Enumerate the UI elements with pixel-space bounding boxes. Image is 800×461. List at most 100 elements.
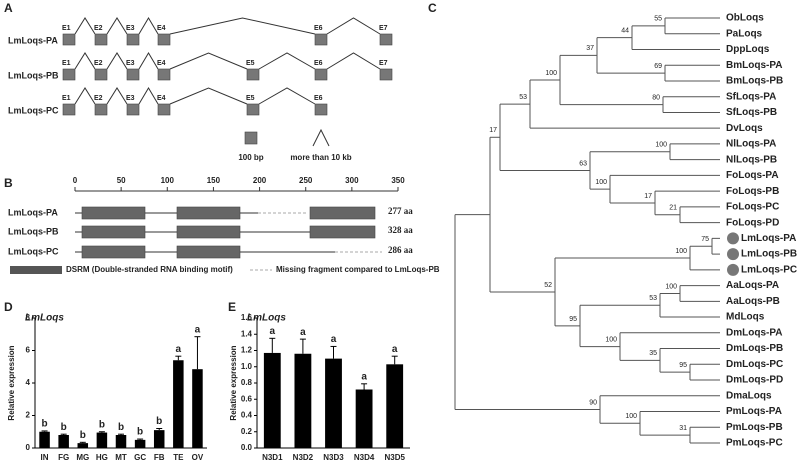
y-tick-label: 0.8	[241, 378, 253, 387]
leaf-label: DmLoqs-PC	[726, 359, 783, 370]
bar	[386, 364, 404, 448]
scale-box	[244, 131, 258, 145]
transcript-label: LmLoqs-PC	[8, 105, 59, 115]
support-value: 53	[649, 295, 657, 302]
highlight-dot	[727, 263, 739, 276]
exon	[379, 33, 393, 46]
exon	[246, 68, 260, 81]
leaf-label: SfLoqs-PB	[726, 107, 777, 118]
y-tick-label: 0.2	[241, 427, 253, 436]
support-value: 75	[701, 236, 709, 243]
y-tick-label: 1.4	[241, 329, 253, 338]
exon	[126, 103, 140, 116]
dsrm-domain	[309, 206, 376, 220]
leaf-label: NlLoqs-PB	[726, 154, 777, 165]
bar	[294, 353, 312, 448]
x-tick-label: N3D3	[323, 453, 344, 461]
intron	[138, 52, 159, 70]
y-axis-label: Relative expression	[229, 345, 238, 420]
significance-label: b	[80, 430, 86, 441]
support-value: 35	[649, 350, 657, 357]
exon	[314, 103, 328, 116]
intron	[74, 52, 96, 70]
y-tick-label: 8	[26, 313, 31, 322]
dsrm-domain	[176, 225, 241, 239]
significance-label: b	[118, 422, 124, 433]
x-tick-label: 250	[299, 176, 313, 185]
leaf-label: FoLoqs-PC	[726, 202, 779, 213]
bar	[134, 439, 146, 448]
intron	[106, 17, 128, 35]
transcript-label: LmLoqs-PA	[8, 35, 58, 45]
x-tick-label: OV	[192, 453, 204, 461]
y-tick-label: 1.0	[241, 362, 253, 371]
leaf-label: DmLoqs-PB	[726, 343, 783, 354]
exon	[94, 33, 108, 46]
dsrm-domain	[176, 245, 241, 259]
exon-label: E2	[94, 25, 103, 32]
x-tick-label: GC	[134, 453, 146, 461]
support-value: 100	[625, 413, 637, 420]
transcript-label: LmLoqs-PB	[8, 70, 59, 80]
bar	[77, 443, 89, 448]
leaf-label: PmLoqs-PB	[726, 422, 783, 433]
leaf-label: BmLoqs-PA	[726, 60, 782, 71]
exon	[157, 33, 171, 46]
y-tick-label: 2	[26, 411, 31, 420]
leaf-label: SfLoqs-PA	[726, 91, 776, 102]
exon	[157, 68, 171, 81]
length-label: 277 aa	[388, 206, 413, 216]
x-tick-label: FG	[58, 453, 69, 461]
exon-label: E3	[126, 60, 135, 67]
leaf-label: NlLoqs-PA	[726, 139, 776, 150]
exon	[126, 33, 140, 46]
support-value: 17	[644, 193, 652, 200]
exon-label: E3	[126, 25, 135, 32]
x-tick-label: MG	[76, 453, 89, 461]
leaf-label: PmLoqs-PC	[726, 438, 783, 449]
exon-label: E6	[314, 25, 323, 32]
bar	[325, 358, 342, 448]
support-value: 31	[679, 425, 687, 432]
exon-label: E6	[314, 95, 323, 102]
x-tick-label: 0	[73, 176, 78, 185]
intron	[106, 87, 128, 105]
leaf-label: LmLoqs-PA	[741, 233, 796, 244]
transcript-label: LmLoqs-PC	[8, 246, 59, 256]
intron	[169, 52, 248, 70]
x-tick-label: N3D1	[262, 453, 283, 461]
support-value: 90	[589, 399, 597, 406]
dsrm-domain	[81, 245, 146, 259]
transcript-label: LmLoqs-PB	[8, 226, 59, 236]
x-tick-label: IN	[41, 453, 49, 461]
support-value: 69	[654, 63, 662, 70]
y-axis-label: Relative expression	[7, 345, 16, 420]
x-tick-label: TE	[173, 453, 184, 461]
significance-label: a	[392, 344, 398, 355]
intron	[106, 52, 128, 70]
bar	[192, 369, 203, 448]
exon	[94, 103, 108, 116]
bar	[173, 360, 184, 448]
exon	[94, 68, 108, 81]
leaf-label: AaLoqs-PB	[726, 296, 780, 307]
dsrm-domain	[176, 206, 241, 220]
leaf-label: MdLoqs	[726, 312, 765, 323]
support-value: 100	[665, 283, 677, 290]
x-tick-label: 300	[345, 176, 359, 185]
x-tick-label: N3D5	[384, 453, 405, 461]
x-tick-label: HG	[96, 453, 108, 461]
transcript-label: LmLoqs-PA	[8, 207, 58, 217]
y-tick-label: 4	[26, 378, 31, 387]
exon	[314, 33, 328, 46]
intron	[74, 17, 96, 35]
support-value: 100	[545, 70, 557, 77]
scale-label: 100 bp	[238, 153, 263, 162]
exon-label: E1	[62, 60, 71, 67]
support-value: 95	[679, 362, 687, 369]
intron	[326, 52, 381, 70]
x-tick-label: 200	[253, 176, 267, 185]
bar	[39, 431, 50, 448]
leaf-label: FoLoqs-PA	[726, 170, 779, 181]
